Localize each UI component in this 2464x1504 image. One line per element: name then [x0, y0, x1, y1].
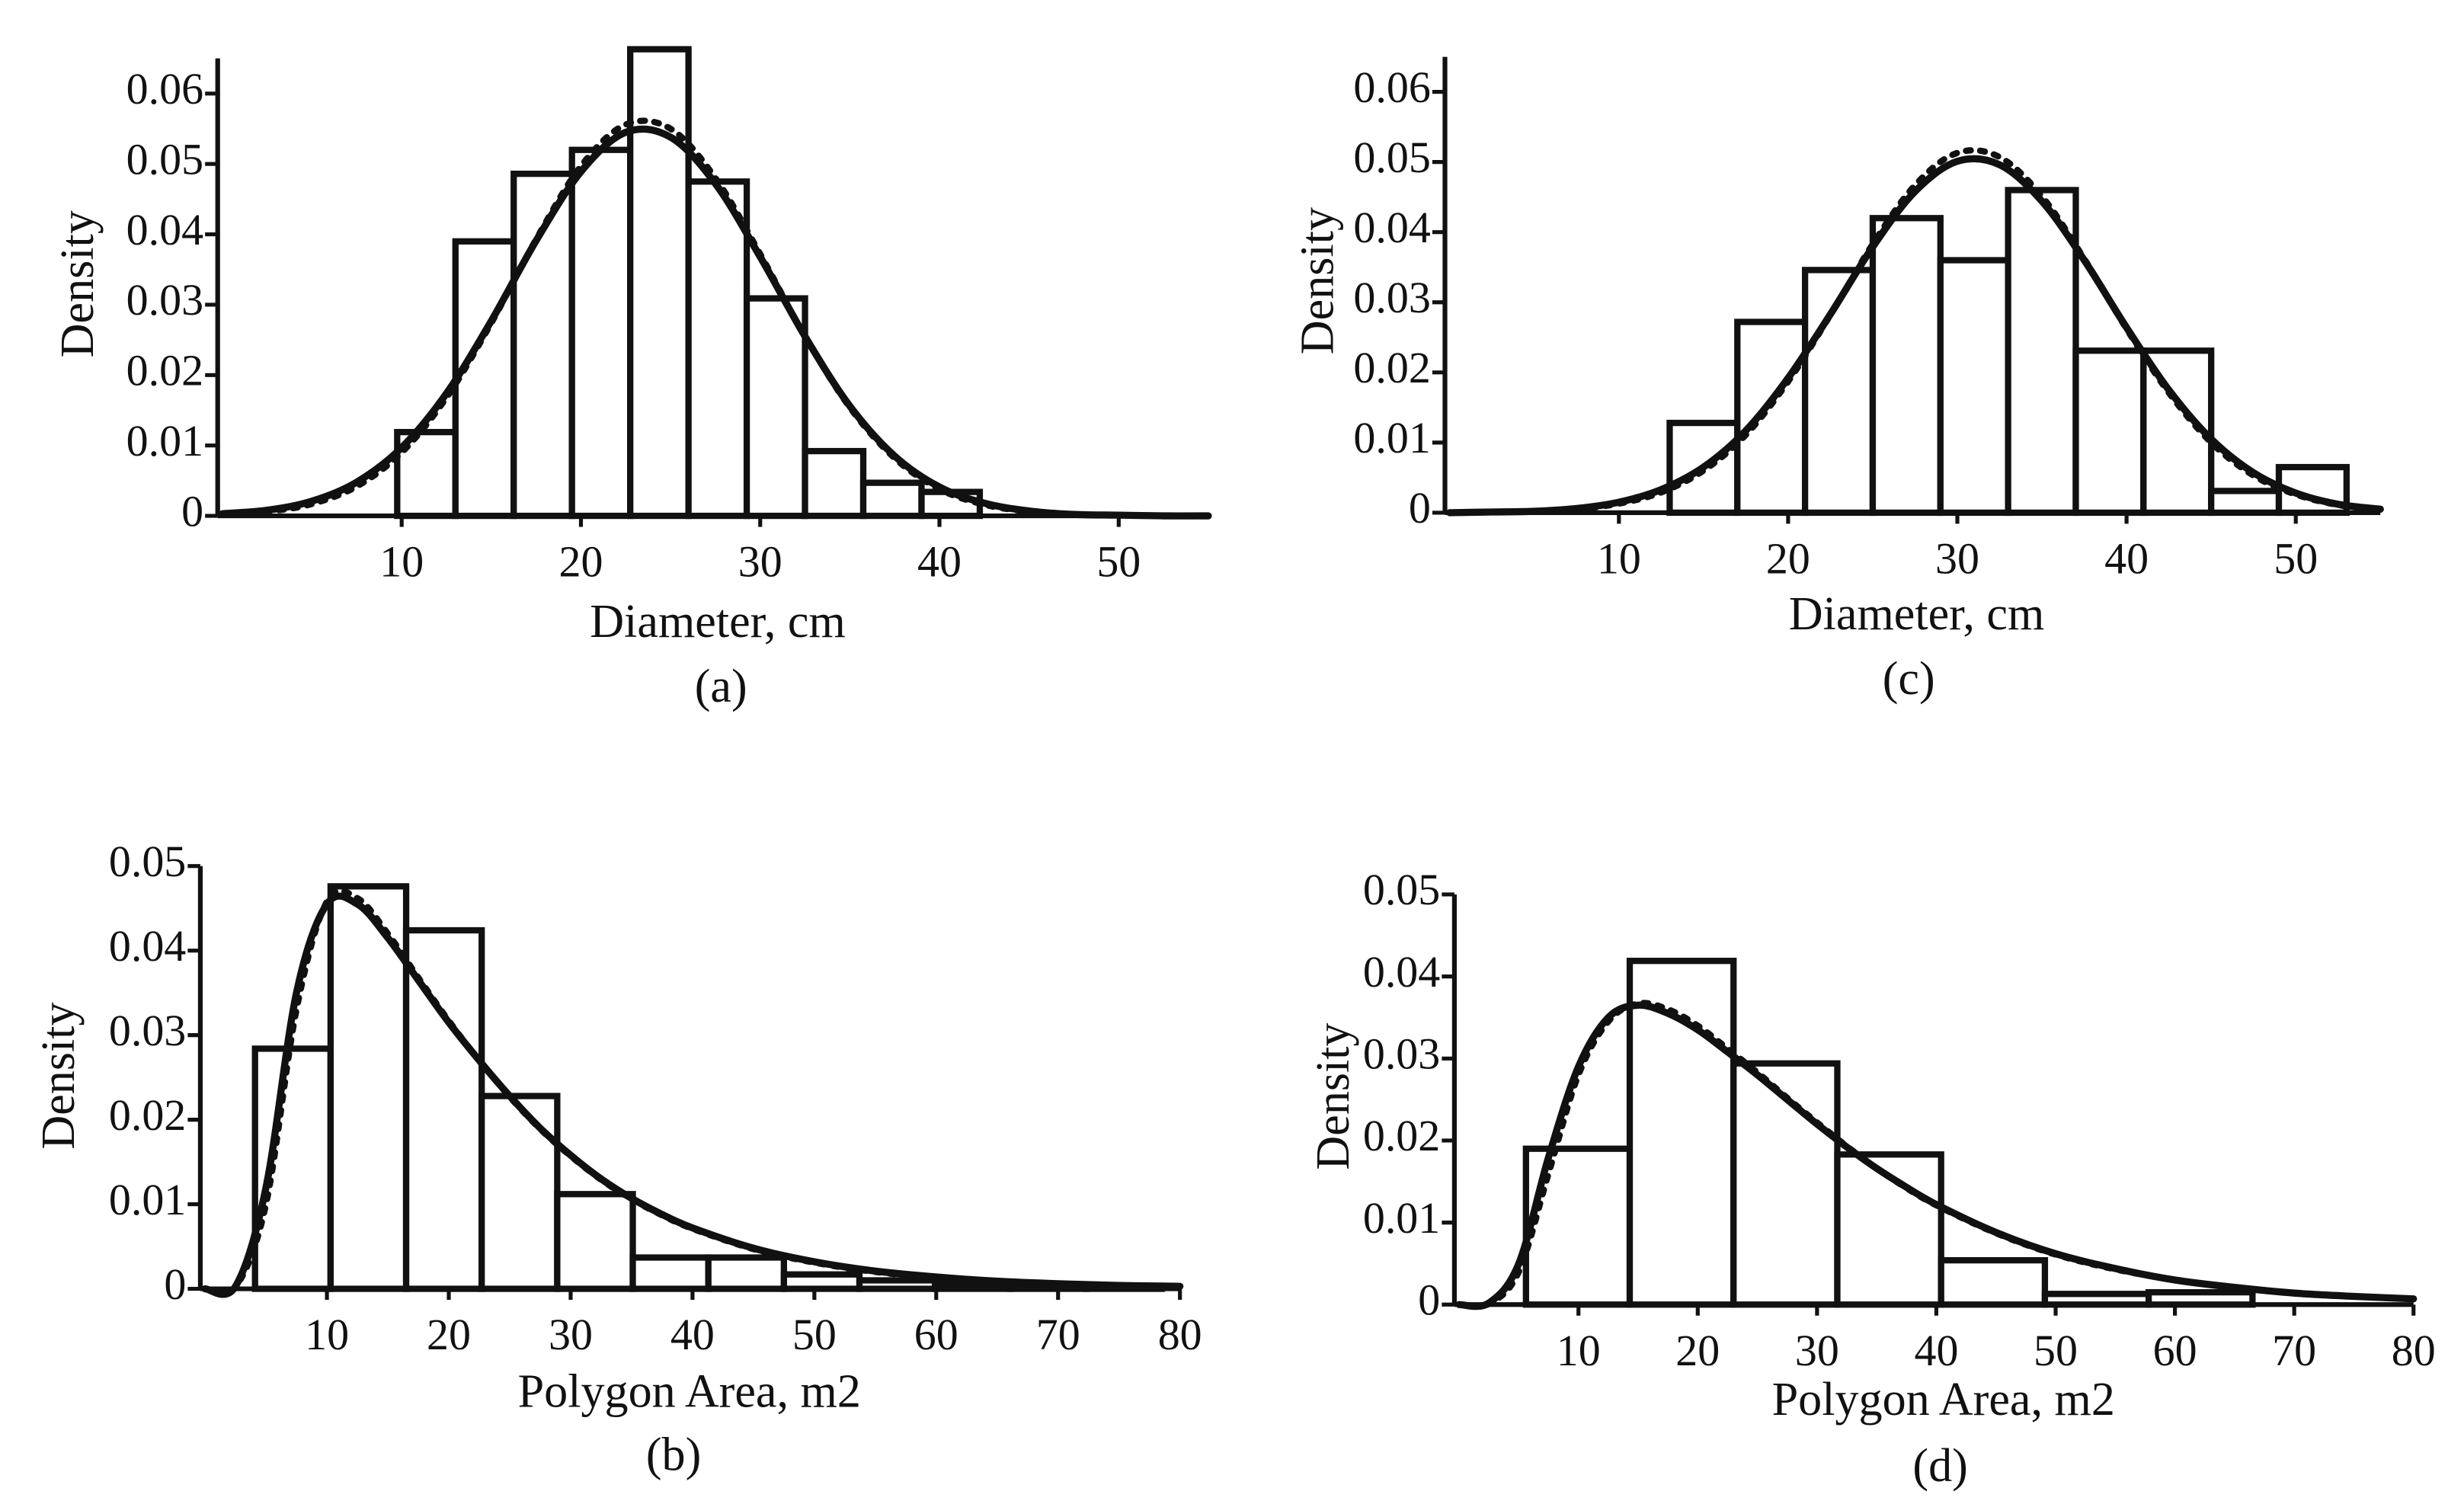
y-tick-label: 0.05 — [1363, 865, 1440, 914]
histogram-bar — [2072, 347, 2147, 517]
x-tick-label: 30 — [1795, 1326, 1839, 1375]
x-tick-label: 60 — [2153, 1326, 2197, 1375]
y-tick-label: 0.02 — [126, 346, 203, 395]
x-tick-label: 20 — [1675, 1326, 1720, 1375]
y-tick-label: 0.02 — [1363, 1111, 1440, 1160]
y-tick-label: 0.01 — [1363, 1193, 1440, 1243]
histogram-bar — [478, 1093, 561, 1292]
y-tick-label: 0.04 — [1363, 947, 1440, 997]
x-axis-label: Polygon Area, m2 — [1772, 1374, 2115, 1426]
x-tick-label: 80 — [1158, 1310, 1202, 1359]
x-axis-label: Diameter, cm — [1789, 588, 2045, 640]
x-tick-label: 50 — [792, 1310, 837, 1359]
histogram-bar — [1626, 958, 1737, 1308]
y-tick-label: 0.03 — [1363, 1029, 1440, 1079]
y-tick-label: 0.05 — [126, 134, 203, 184]
x-tick-label: 10 — [1557, 1326, 1601, 1375]
histogram-bar — [629, 1254, 712, 1292]
y-tick-label: 0.03 — [1353, 273, 1430, 322]
x-axis-label: Polygon Area, m2 — [518, 1366, 861, 1418]
y-tick-label: 0 — [181, 486, 203, 536]
panel-caption: (b) — [646, 1429, 701, 1480]
panel-caption: (d) — [1912, 1440, 1967, 1492]
histogram-bar — [743, 295, 808, 520]
x-axis-label: Diameter, cm — [590, 596, 846, 648]
histogram-bar — [685, 178, 750, 520]
y-axis-label: Density — [33, 1002, 85, 1149]
y-tick-label: 0.04 — [109, 921, 186, 971]
fit-curve — [219, 125, 1212, 520]
histogram-bar — [2208, 488, 2283, 517]
fit-curve-dotted — [219, 117, 1212, 520]
x-tick-label: 70 — [2272, 1326, 2316, 1375]
x-tick-label: 70 — [1036, 1310, 1080, 1359]
x-tick-label: 40 — [670, 1310, 715, 1359]
panel-caption: (a) — [695, 661, 747, 712]
y-tick-label: 0.03 — [109, 1006, 186, 1055]
x-tick-label: 40 — [917, 537, 962, 587]
y-tick-label: 0.03 — [126, 275, 203, 325]
y-tick-label: 0.04 — [126, 205, 203, 254]
x-tick-label: 10 — [1597, 533, 1641, 583]
y-tick-label: 0 — [1409, 483, 1431, 533]
x-tick-label: 50 — [1096, 537, 1141, 587]
histogram-bar — [705, 1254, 788, 1292]
y-axis-label: Density — [52, 210, 104, 357]
fit-curve-dotted — [1446, 147, 2384, 517]
y-tick-label: 0.05 — [109, 837, 186, 886]
y-axis-label: Density — [1291, 207, 1343, 354]
histogram-bar — [1730, 1060, 1841, 1308]
x-tick-label: 10 — [305, 1310, 349, 1359]
y-tick-label: 0.05 — [1353, 133, 1430, 182]
y-tick-label: 0.02 — [1353, 343, 1430, 392]
histogram-bar — [2005, 187, 2079, 517]
x-tick-label: 10 — [379, 537, 424, 587]
y-tick-label: 0 — [164, 1259, 186, 1309]
fit-curve-dotted — [202, 888, 1183, 1298]
histogram-bar — [1734, 318, 1809, 517]
x-tick-label: 50 — [2274, 533, 2318, 583]
y-axis-label: Density — [1307, 1022, 1359, 1170]
x-tick-label: 60 — [914, 1310, 958, 1359]
panel-caption: (c) — [1883, 653, 1935, 705]
histogram-bar — [554, 1191, 636, 1292]
x-tick-label: 40 — [2104, 533, 2149, 583]
histogram-bar — [568, 146, 634, 520]
fit-curve-dotted — [1456, 1000, 2417, 1310]
y-tick-label: 0.02 — [109, 1090, 186, 1140]
histogram-bar — [1869, 215, 1944, 517]
histogram-bar — [859, 479, 925, 520]
histogram-bar — [1938, 1256, 2049, 1308]
histogram-bar — [327, 883, 410, 1292]
y-tick-label: 0.04 — [1353, 203, 1430, 252]
y-tick-label: 0.01 — [109, 1175, 186, 1224]
x-tick-label: 30 — [1935, 533, 1979, 583]
x-tick-label: 50 — [2034, 1326, 2078, 1375]
histogram-bar — [1937, 257, 2011, 517]
x-tick-label: 30 — [549, 1310, 593, 1359]
y-tick-label: 0.01 — [1353, 413, 1430, 462]
x-tick-label: 20 — [1766, 533, 1810, 583]
x-tick-label: 30 — [738, 537, 782, 587]
y-tick-label: 0 — [1418, 1275, 1440, 1325]
histogram-bar — [452, 238, 517, 520]
y-tick-label: 0.01 — [126, 416, 203, 466]
x-tick-label: 80 — [2392, 1326, 2436, 1375]
y-tick-label: 0.06 — [126, 64, 203, 114]
y-tick-label: 0.06 — [1353, 62, 1430, 112]
x-tick-label: 20 — [427, 1310, 471, 1359]
x-tick-label: 20 — [558, 537, 603, 587]
histogram-bar — [802, 447, 867, 520]
x-tick-label: 40 — [1914, 1326, 1958, 1375]
